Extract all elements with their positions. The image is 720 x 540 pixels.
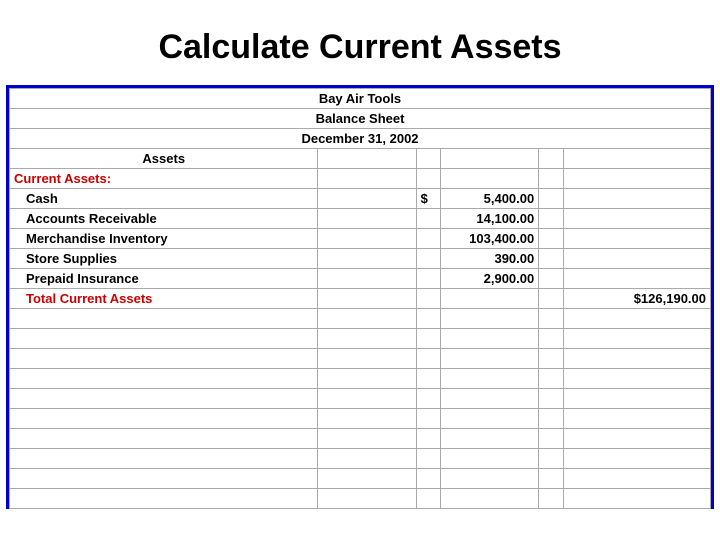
table-row (10, 329, 711, 349)
table-row (10, 409, 711, 429)
current-assets-row: Current Assets: (10, 169, 711, 189)
table-row (10, 369, 711, 389)
cash-label: Cash (10, 189, 318, 209)
balance-sheet: Bay Air Tools Balance Sheet December 31,… (6, 85, 714, 509)
supplies-row: Store Supplies 390.00 (10, 249, 711, 269)
section-assets-label: Assets (10, 149, 318, 169)
report-title: Balance Sheet (10, 109, 711, 129)
inventory-label: Merchandise Inventory (10, 229, 318, 249)
header-row-company: Bay Air Tools (10, 89, 711, 109)
report-date: December 31, 2002 (10, 129, 711, 149)
table-row (10, 469, 711, 489)
company-name: Bay Air Tools (10, 89, 711, 109)
prepaid-value: 2,900.00 (441, 269, 539, 289)
section-assets-row: Assets (10, 149, 711, 169)
table-row (10, 309, 711, 329)
prepaid-row: Prepaid Insurance 2,900.00 (10, 269, 711, 289)
total-current-label: Total Current Assets (10, 289, 318, 309)
current-assets-label: Current Assets: (10, 169, 318, 189)
inventory-row: Merchandise Inventory 103,400.00 (10, 229, 711, 249)
supplies-value: 390.00 (441, 249, 539, 269)
prepaid-label: Prepaid Insurance (10, 269, 318, 289)
table-row (10, 349, 711, 369)
total-current-value: $126,190.00 (563, 289, 710, 309)
table-row (10, 389, 711, 409)
ar-row: Accounts Receivable 14,100.00 (10, 209, 711, 229)
slide-title: Calculate Current Assets (0, 0, 720, 85)
ar-label: Accounts Receivable (10, 209, 318, 229)
table-row (10, 489, 711, 509)
currency-symbol: $ (416, 189, 441, 209)
ar-value: 14,100.00 (441, 209, 539, 229)
cash-row: Cash $ 5,400.00 (10, 189, 711, 209)
cash-value: 5,400.00 (441, 189, 539, 209)
inventory-value: 103,400.00 (441, 229, 539, 249)
header-row-date: December 31, 2002 (10, 129, 711, 149)
header-row-report: Balance Sheet (10, 109, 711, 129)
table-row (10, 429, 711, 449)
table-row (10, 449, 711, 469)
balance-sheet-table: Bay Air Tools Balance Sheet December 31,… (9, 88, 711, 509)
supplies-label: Store Supplies (10, 249, 318, 269)
total-current-row: Total Current Assets $126,190.00 (10, 289, 711, 309)
